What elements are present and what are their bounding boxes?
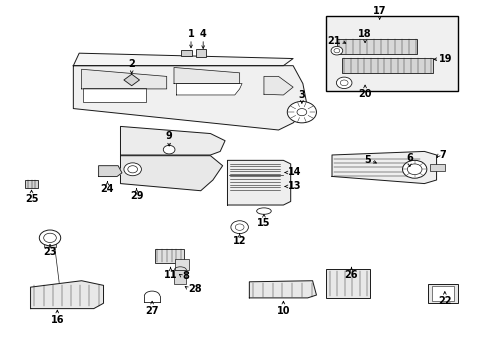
Polygon shape [123,74,139,86]
Circle shape [340,80,347,86]
Bar [174,270,186,284]
Text: 11: 11 [163,270,177,280]
Text: 18: 18 [358,28,371,39]
Text: 15: 15 [257,218,270,228]
Text: 5: 5 [364,156,370,165]
Text: 16: 16 [50,315,64,325]
Polygon shape [120,126,224,155]
Bar [341,58,432,73]
Circle shape [296,109,306,116]
Bar [181,50,192,57]
Circle shape [39,230,61,246]
Circle shape [123,163,141,176]
Polygon shape [73,66,307,130]
Bar [427,284,458,303]
Text: 21: 21 [326,36,340,46]
Polygon shape [174,67,239,84]
Polygon shape [249,281,316,298]
Text: 10: 10 [276,306,289,316]
Text: 22: 22 [437,296,450,306]
Text: 28: 28 [188,284,202,294]
Text: 17: 17 [372,6,386,16]
Bar [25,180,38,188]
Bar [336,39,416,54]
Circle shape [330,46,342,55]
Polygon shape [264,76,292,95]
Text: 2: 2 [128,59,135,69]
Text: 20: 20 [358,89,371,99]
Polygon shape [331,152,436,184]
Ellipse shape [256,208,271,214]
Circle shape [287,102,316,123]
Bar [154,249,183,263]
Text: 12: 12 [232,237,246,247]
Circle shape [336,77,351,89]
Polygon shape [227,160,290,205]
Text: 8: 8 [182,271,189,282]
Circle shape [163,145,175,154]
Bar [429,163,444,171]
Circle shape [230,221,248,234]
Polygon shape [120,156,222,191]
Text: 13: 13 [287,181,301,192]
Polygon shape [99,166,122,176]
Bar [325,269,369,298]
Text: 1: 1 [187,29,194,39]
Bar [83,88,146,102]
Circle shape [235,224,244,230]
Text: 14: 14 [287,167,301,177]
Bar [175,258,189,270]
Bar [431,287,453,301]
Polygon shape [73,53,292,66]
Bar [325,16,458,91]
Bar [44,237,56,247]
Text: 19: 19 [438,54,451,64]
Text: 27: 27 [145,306,159,316]
Text: 7: 7 [438,150,445,160]
Circle shape [43,233,56,243]
Circle shape [127,166,137,173]
Circle shape [333,49,339,53]
Text: 3: 3 [298,90,305,100]
Text: 26: 26 [344,270,358,280]
Text: 4: 4 [200,29,206,39]
Text: 29: 29 [129,192,143,202]
Text: 6: 6 [406,153,412,163]
Circle shape [407,164,421,175]
Text: 9: 9 [165,131,172,141]
Polygon shape [81,69,166,89]
Bar [196,49,205,57]
Text: 24: 24 [101,184,114,194]
Polygon shape [176,84,242,95]
Polygon shape [30,281,103,309]
Text: 23: 23 [43,247,57,257]
Circle shape [402,160,426,178]
Text: 25: 25 [25,194,38,204]
